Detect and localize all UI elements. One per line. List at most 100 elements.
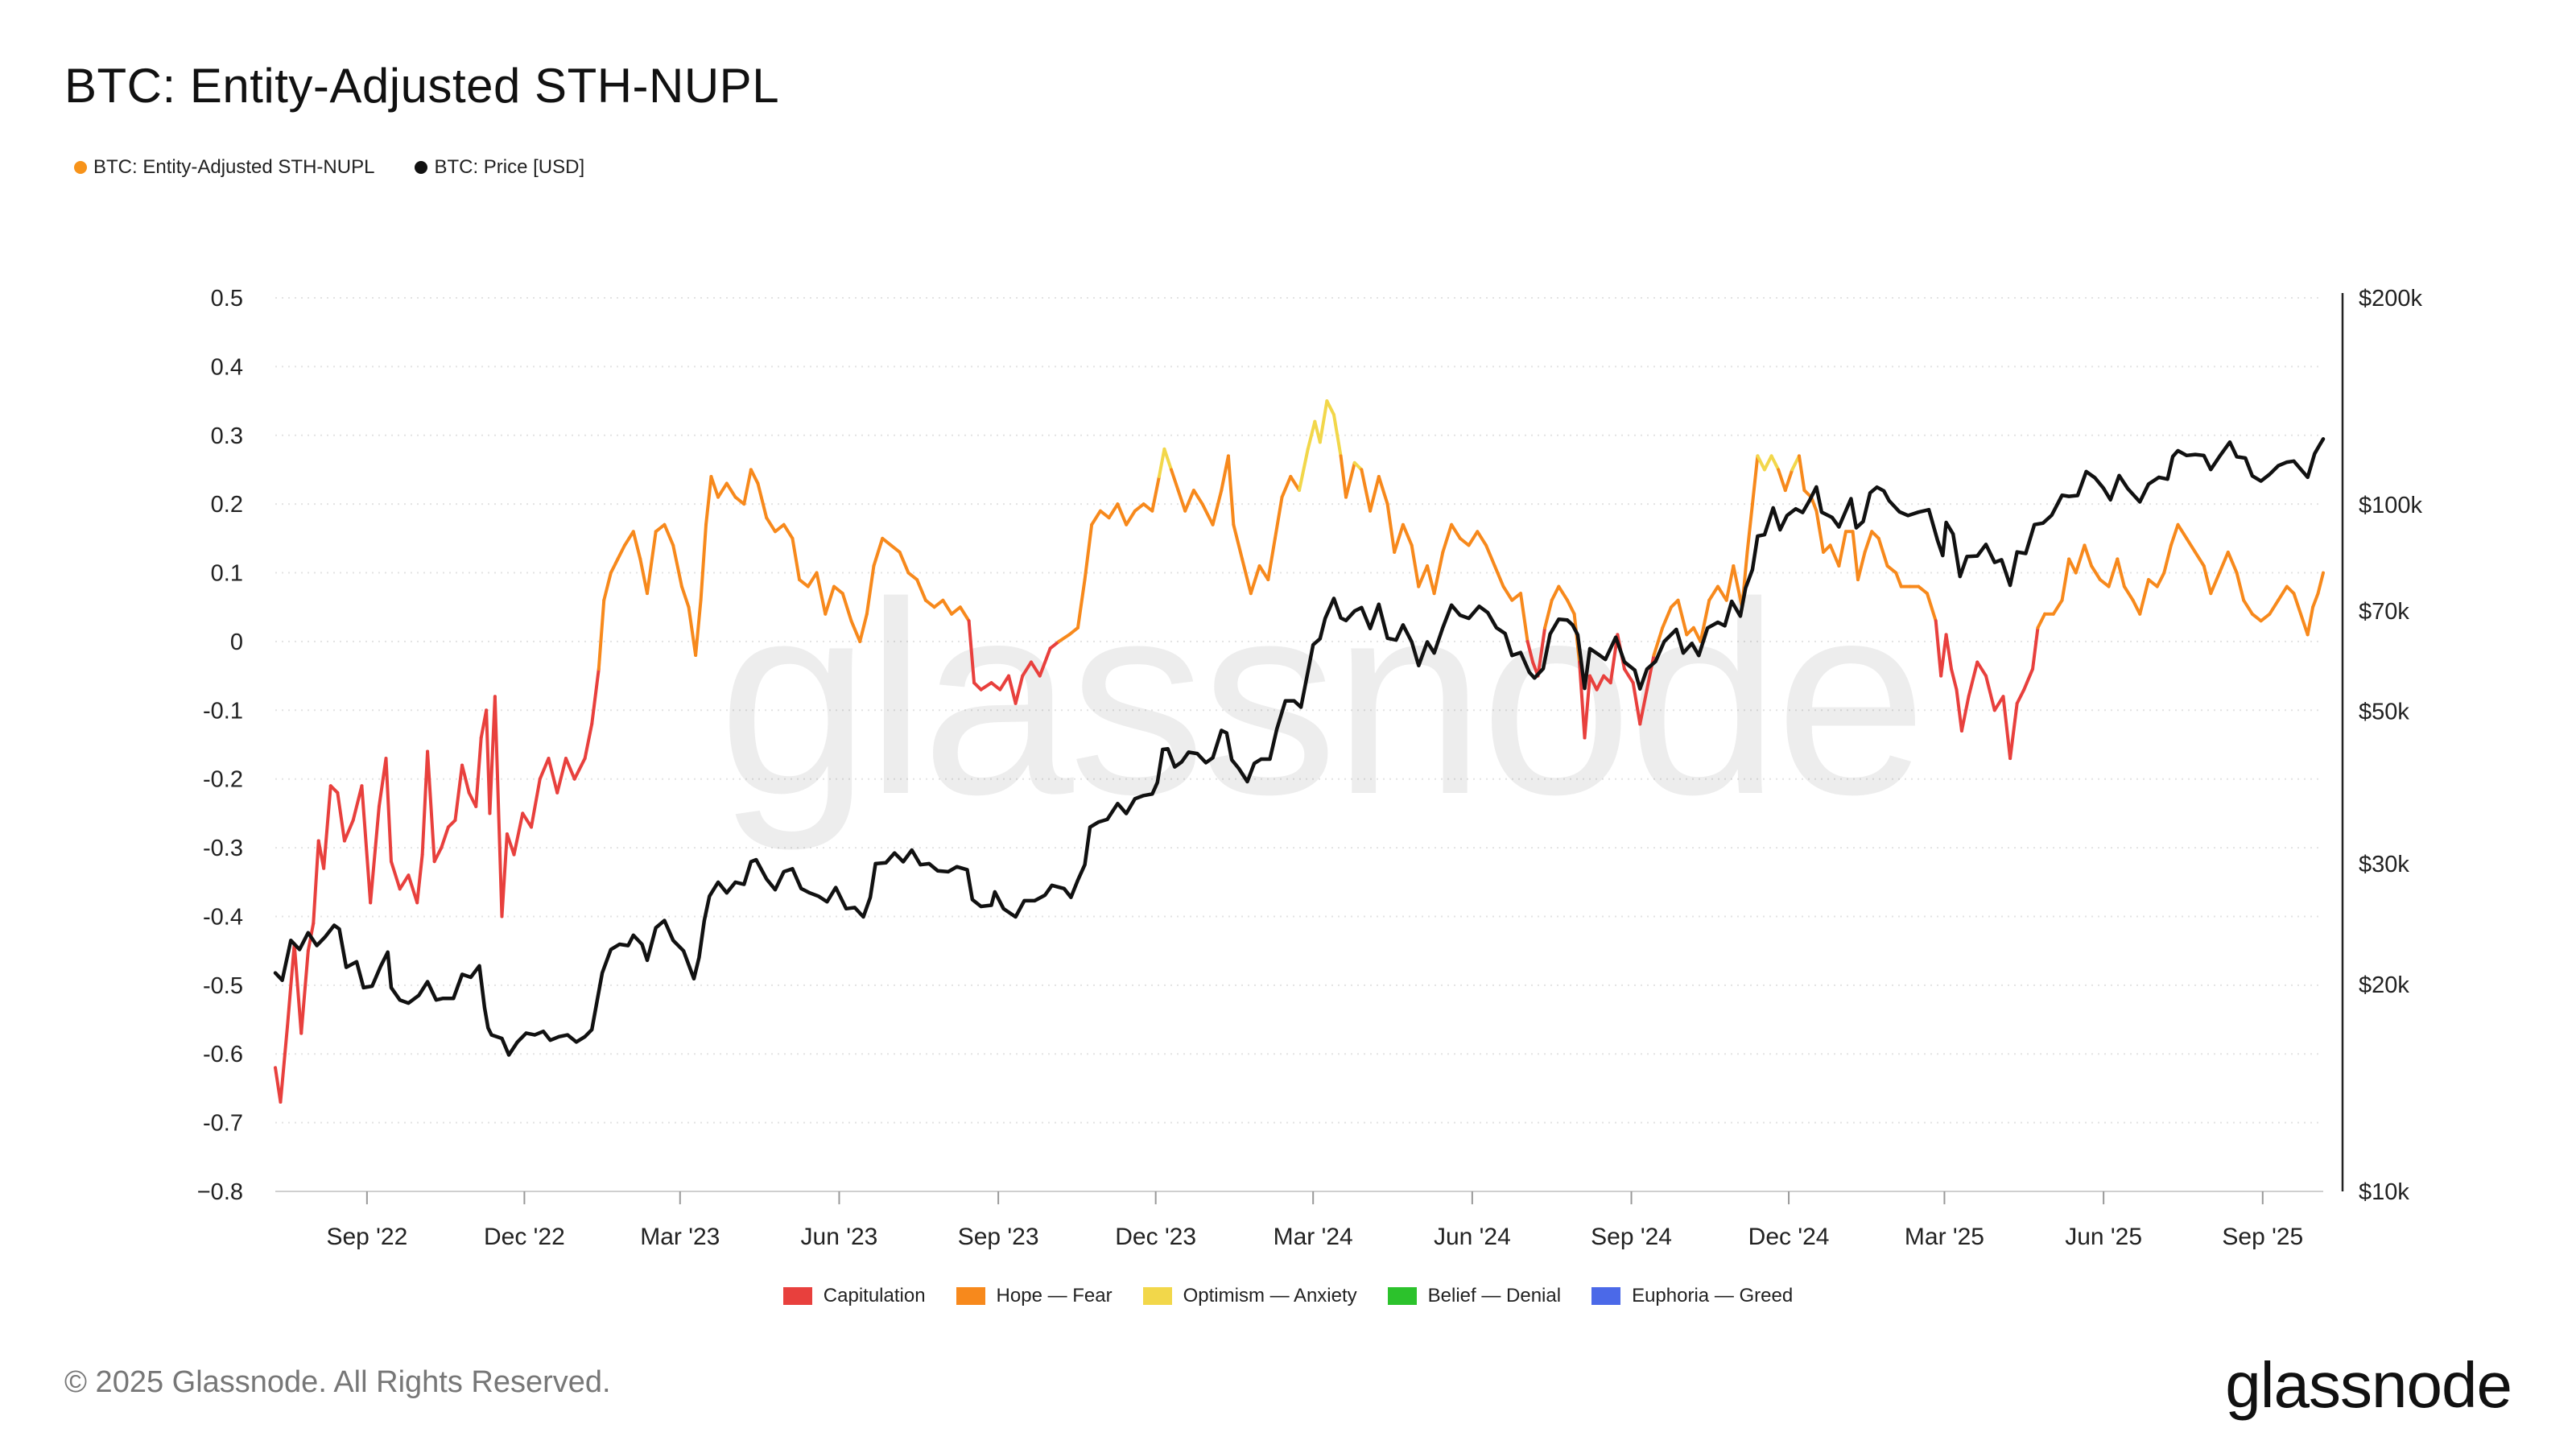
sth-nupl-segment [2146,578,2159,588]
sth-nupl-segment [2185,536,2197,554]
sth-nupl-segment [384,757,393,864]
x-tick-label: Jun '25 [2065,1224,2142,1250]
sth-nupl-segment [1484,543,1496,568]
sth-nupl-segment [1067,625,1080,637]
sth-nupl-segment [2311,592,2320,609]
zone-legend-euphoria-greed[interactable]: Euphoria — Greed [1591,1285,1793,1307]
sth-nupl-segment [849,619,862,643]
zone-legend-label: Optimism — Anxiety [1183,1285,1357,1307]
sth-nupl-segment [1325,399,1335,417]
sth-nupl-segment [1715,584,1728,602]
sth-nupl-segment [1810,495,1818,513]
sth-nupl-segment [2209,571,2222,596]
sth-nupl-segment [2169,522,2180,547]
sth-nupl-segment [2235,571,2246,602]
sth-nupl-segment [1344,460,1356,499]
sth-nupl-segment [2015,687,2026,705]
sth-nupl-segment [1360,468,1373,513]
sth-nupl-segment [299,949,310,1035]
legend-item-sth-nupl[interactable]: BTC: Entity-Adjusted STH-NUPL [74,156,374,179]
sth-nupl-segment [286,942,296,1029]
sth-nupl-segment [1851,530,1860,582]
sth-nupl-segment [765,516,777,534]
sth-nupl-segment [322,784,332,870]
sth-nupl-segment [972,681,983,691]
sth-nupl-segment [1525,639,1535,664]
zone-legend-label: Hope — Fear [996,1285,1113,1307]
legend-label: BTC: Price [USD] [434,156,585,178]
sth-nupl-segment [1298,447,1310,493]
sth-nupl-segment [881,536,893,547]
zone-legend-capitulation[interactable]: Capitulation [782,1285,926,1307]
sth-nupl-segment [2098,578,2111,588]
zone-legend-hope-fear[interactable]: Hope — Fear [956,1285,1113,1307]
y-right-tick-label: $50k [2359,700,2409,725]
sth-nupl-segment [687,605,698,657]
sth-nupl-segment [663,522,675,547]
sth-nupl-segment [351,784,364,822]
sth-nupl-segment [1557,584,1570,602]
sth-nupl-segment [906,571,919,582]
sth-nupl-segment [1038,646,1052,678]
sth-nupl-segment [2259,612,2272,623]
sth-nupl-segment [699,522,708,602]
sth-nupl-segment [1107,502,1120,520]
sth-nupl-segment [2060,557,2071,602]
sth-nupl-segment [432,846,444,864]
sth-nupl-segment [1467,530,1480,547]
sth-nupl-segment [2176,522,2189,540]
sth-nupl-segment [2138,578,2150,616]
sth-nupl-segment [923,598,936,609]
sth-nupl-segment [328,784,340,795]
sth-nupl-segment [1595,674,1606,691]
sth-nupl-segment [1783,468,1794,493]
sth-nupl-segment [2008,701,2019,761]
sth-nupl-segment [1306,419,1317,451]
sth-nupl-segment [1959,695,1971,733]
sth-nupl-segment [2090,564,2102,582]
sth-nupl-segment [958,605,971,623]
sth-nupl-segment [1566,598,1576,616]
y-right-tick-label: $30k [2359,852,2409,877]
sth-nupl-segment [2122,584,2135,602]
sth-nupl-segment [1191,489,1204,506]
sth-nupl-segment [360,784,373,905]
sth-nupl-segment [872,536,885,568]
y-right-tick-label: $20k [2359,972,2409,998]
y-right-tick-label: $100k [2359,493,2423,518]
sth-nupl-segment [1934,619,1943,678]
sth-nupl-segment [1441,522,1454,554]
y-left-tick-label: -0.2 [203,767,243,793]
chart-title: BTC: Entity-Adjusted STH-NUPL [64,59,780,113]
y-left-tick-label: -0.5 [203,973,243,999]
sth-nupl-segment [2226,550,2239,575]
swatch-icon [782,1287,812,1305]
sth-nupl-segment [493,695,504,919]
sth-nupl-segment [389,860,402,891]
sth-nupl-segment [915,578,927,602]
sth-nupl-segment [512,811,525,857]
sth-nupl-segment [2083,543,2094,568]
glassnode-logo: glassnode [2225,1349,2512,1421]
sth-nupl-segment [1141,502,1154,513]
sth-nupl-segment [1289,475,1301,493]
sth-nupl-segment [1550,584,1561,602]
legend-item-price[interactable]: BTC: Price [USD] [415,156,584,179]
zone-legend-label: Belief — Denial [1427,1285,1562,1307]
sth-nupl-segment [1116,502,1129,526]
sth-nupl-segment [1992,695,2005,712]
sth-nupl-segment [1150,475,1161,513]
y-left-tick-label: -0.1 [203,698,243,724]
sth-nupl-segment [1426,564,1436,596]
zone-legend-belief-denial[interactable]: Belief — Denial [1387,1285,1562,1307]
sth-nupl-segment [1955,687,1963,733]
sth-nupl-segment [1170,468,1180,493]
sth-nupl-segment [1232,522,1245,561]
zone-legend-optimism-anxiety[interactable]: Optimism — Anxiety [1142,1285,1357,1307]
sth-nupl-segment [1339,454,1348,499]
sth-nupl-segment [679,584,691,609]
sth-nupl-segment [505,832,516,857]
sth-nupl-segment [756,481,769,520]
y-left-tick-label: −0.8 [197,1179,243,1205]
series-layer [273,399,2326,1104]
